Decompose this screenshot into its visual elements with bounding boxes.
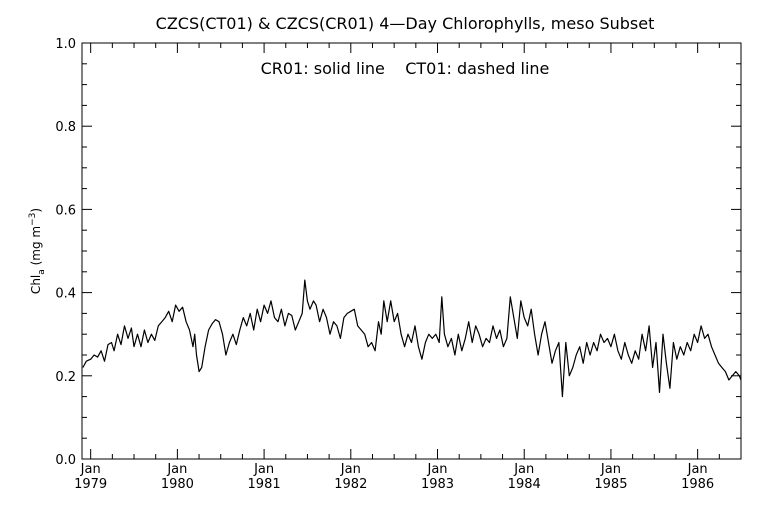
series-layer [82,279,742,398]
x-tick-year: 1984 [508,477,541,492]
y-axis-label-sub: a [37,269,47,275]
y-tick-label: 0.0 [55,453,76,468]
y-axis: 0.0 0.2 0.4 0.6 0.8 1.0 [55,37,741,468]
chart-title: CZCS(CT01) & CZCS(CR01) 4—Day Chlorophyl… [156,14,655,33]
x-tick-year: 1982 [334,477,367,492]
y-tick-label: 0.2 [55,370,76,385]
x-tick-month: Jan [600,462,621,477]
x-axis: Jan1979Jan1980Jan1981Jan1982Jan1983Jan19… [74,43,742,492]
x-tick-year: 1980 [161,477,194,492]
line-style-annotation: CR01: solid line CT01: dashed line [261,59,550,78]
y-axis-label-main: Chl [29,275,43,294]
y-tick-label: 0.8 [55,120,76,135]
y-axis-label-unit: (mg m [29,226,43,269]
y-axis-label: Chla (mg m−3) [28,208,47,294]
x-tick-month: Jan [340,462,361,477]
y-axis-label-close: ) [29,208,43,213]
series-line-cr01 [82,279,742,398]
x-tick-year: 1985 [594,477,627,492]
y-tick-label: 1.0 [55,37,76,52]
x-tick-month: Jan [253,462,274,477]
y-axis-label-sup: −3 [28,213,38,226]
x-tick-year: 1986 [681,477,714,492]
y-tick-label: 0.4 [55,287,76,302]
x-tick-year: 1981 [248,477,281,492]
x-tick-month: Jan [80,462,101,477]
plot-frame [81,42,742,460]
x-tick-month: Jan [513,462,534,477]
x-tick-month: Jan [426,462,447,477]
x-tick-month: Jan [687,462,708,477]
x-tick-month: Jan [166,462,187,477]
y-tick-label: 0.6 [55,203,76,218]
x-tick-year: 1983 [421,477,454,492]
x-tick-year: 1979 [74,477,107,492]
